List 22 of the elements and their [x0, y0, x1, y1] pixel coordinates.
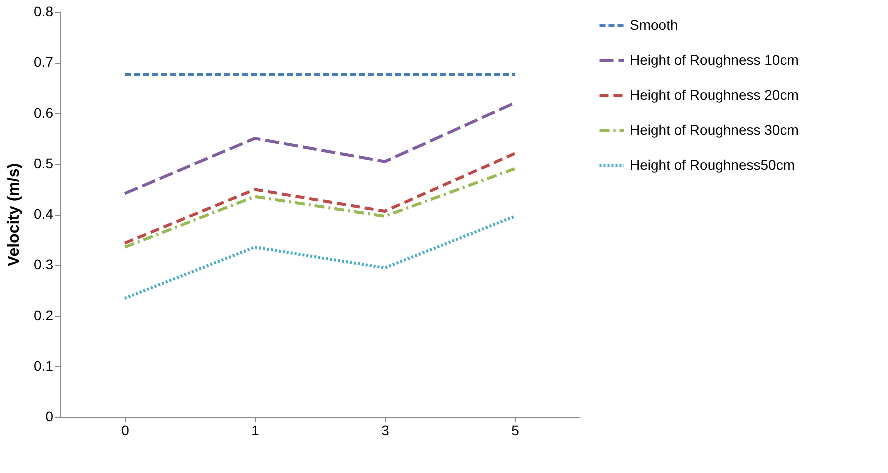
y-tick-label: 0.4 — [34, 206, 54, 222]
y-axis-title: Velocity (m/s) — [6, 163, 24, 267]
x-tick-label: 5 — [512, 422, 520, 438]
y-tick-label: 0.5 — [34, 155, 54, 172]
y-tick-label: 0.3 — [34, 256, 54, 273]
line-series — [124, 152, 516, 245]
y-tick-label: 0.1 — [34, 358, 54, 374]
legend-label: Height of Roughness 30cm — [630, 122, 799, 138]
x-tick-label: 1 — [252, 422, 260, 438]
legend-label: Height of Roughness 10cm — [630, 52, 799, 68]
legend-label: Smooth — [630, 17, 678, 33]
line-series — [124, 215, 516, 300]
line-series — [124, 167, 516, 249]
legend-label: Height of Roughness 20cm — [630, 87, 799, 103]
y-tick-label: 0.2 — [34, 307, 54, 324]
y-tick-label: 0.6 — [34, 104, 54, 121]
y-tick-label: 0 — [46, 408, 54, 424]
y-tick-label: 0.8 — [34, 4, 54, 20]
x-tick-label: 3 — [382, 422, 390, 438]
x-tick-label: 0 — [122, 422, 130, 438]
y-tick-label: 0.7 — [34, 54, 54, 70]
legend-label: Height of Roughness50cm — [630, 157, 795, 173]
